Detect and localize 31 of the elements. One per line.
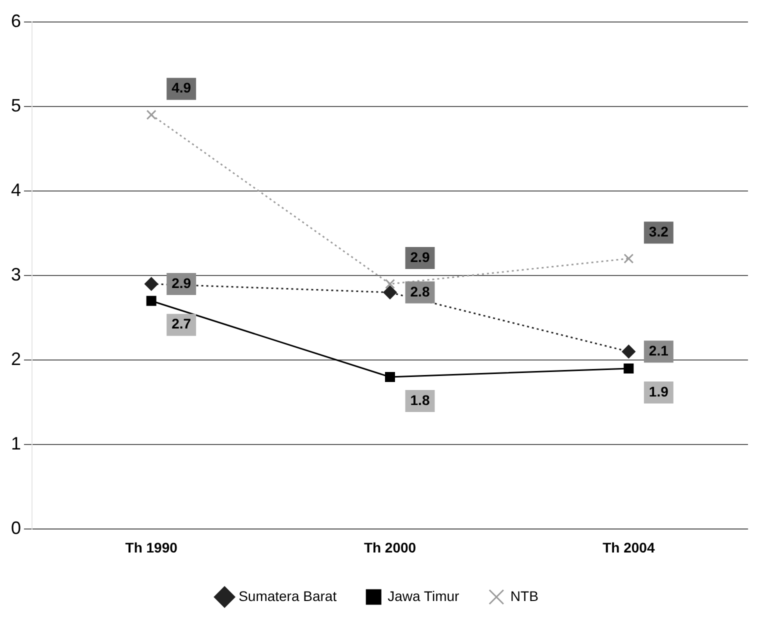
point bbox=[624, 254, 634, 264]
point bbox=[622, 344, 636, 358]
legend-label: Jawa Timur bbox=[388, 588, 460, 604]
legend-label: NTB bbox=[510, 588, 538, 604]
data-label: 4.9 bbox=[172, 80, 192, 96]
point bbox=[385, 278, 395, 289]
y-tick-label: 4 bbox=[10, 180, 22, 200]
x-tick-label: Th 1990 bbox=[125, 539, 178, 556]
data-label: 2.9 bbox=[172, 274, 192, 291]
x-tick-label: Th 2004 bbox=[602, 539, 655, 556]
x-tick-label: Th 2000 bbox=[364, 539, 416, 556]
y-tick-label: 2 bbox=[10, 349, 22, 370]
legend-label: Sumatera Barat bbox=[238, 588, 337, 604]
y-tick-label: 3 bbox=[10, 264, 22, 284]
data-label: 2.7 bbox=[172, 316, 192, 332]
data-label: 2.1 bbox=[648, 342, 669, 358]
y-tick-label: 6 bbox=[10, 10, 22, 31]
y-tick-label: 5 bbox=[10, 95, 22, 116]
point bbox=[624, 364, 634, 374]
point bbox=[146, 110, 156, 120]
data-label: 1.9 bbox=[648, 383, 669, 400]
y-tick-label: 0 bbox=[10, 518, 22, 538]
point bbox=[146, 296, 156, 306]
point bbox=[383, 286, 397, 300]
data-label: 2.9 bbox=[410, 248, 430, 265]
y-tick-label: 1 bbox=[10, 434, 22, 454]
data-label: 3.2 bbox=[648, 223, 669, 240]
data-label: 2.8 bbox=[410, 283, 430, 300]
data-label: 1.8 bbox=[410, 392, 430, 408]
point bbox=[385, 372, 395, 382]
point bbox=[144, 277, 158, 291]
